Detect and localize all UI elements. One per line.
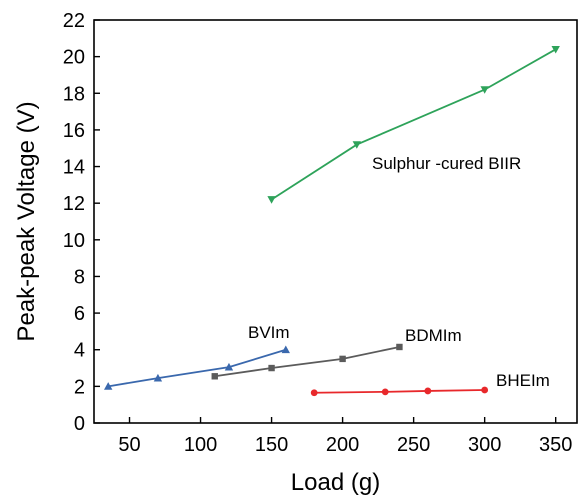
y-tick-label: 22 [63, 10, 85, 32]
series-label: BHEIm [496, 371, 550, 390]
data-point [339, 355, 346, 363]
series-line [214, 346, 400, 378]
x-axis-ticks: 50 100 150 200 250 300 350 [118, 417, 572, 456]
x-tick-label: 50 [118, 434, 140, 456]
series-line [108, 348, 287, 388]
y-tick-label: 10 [63, 230, 85, 252]
series-sulphur-cured-biir [267, 45, 560, 204]
y-axis-ticks: 0 2 4 6 8 10 12 14 16 18 20 22 [63, 10, 100, 435]
data-point [352, 141, 362, 149]
series-bheim [310, 386, 489, 397]
data-point [396, 343, 403, 351]
plot-frame [93, 19, 578, 424]
y-tick-label: 18 [63, 83, 85, 105]
data-point [551, 45, 560, 54]
plot-area-border [93, 19, 578, 424]
series-label: BVIm [248, 323, 290, 342]
y-tick-label: 2 [74, 376, 85, 398]
data-point [480, 86, 489, 94]
series-label: BDMIm [405, 326, 462, 345]
x-axis-title: Load (g) [291, 469, 380, 496]
data-point [153, 373, 163, 382]
data-point [268, 364, 275, 372]
y-axis-title: Peak-peak Voltage (V) [13, 101, 40, 341]
series-labels: Sulphur -cured BIIR BVIm BDMIm BHEIm [248, 154, 550, 390]
x-tick-label: 200 [326, 434, 359, 456]
data-point [281, 345, 290, 354]
y-tick-label: 12 [63, 193, 85, 215]
data-point [424, 387, 432, 395]
data-point [267, 196, 276, 204]
x-tick-label: 150 [255, 434, 288, 456]
x-tick-label: 100 [184, 434, 217, 456]
series-line [314, 389, 485, 394]
y-tick-label: 8 [74, 266, 85, 288]
data-point [224, 362, 234, 371]
series-layer [104, 45, 560, 397]
x-tick-label: 350 [539, 434, 572, 456]
data-point [104, 382, 113, 390]
data-point [381, 388, 389, 396]
y-tick-label: 14 [63, 157, 85, 179]
series-label: Sulphur -cured BIIR [372, 154, 521, 173]
y-tick-label: 16 [63, 120, 85, 142]
data-point [310, 389, 318, 397]
y-tick-label: 6 [74, 303, 85, 325]
series-line [271, 48, 557, 201]
series-bdmim [211, 343, 403, 380]
x-tick-label: 300 [468, 434, 501, 456]
y-tick-label: 4 [74, 340, 85, 362]
y-tick-label: 20 [63, 47, 85, 69]
data-point [481, 386, 489, 394]
data-point [211, 373, 218, 380]
x-tick-label: 250 [397, 434, 430, 456]
series-bvim [104, 345, 290, 390]
y-tick-label: 0 [74, 413, 85, 435]
